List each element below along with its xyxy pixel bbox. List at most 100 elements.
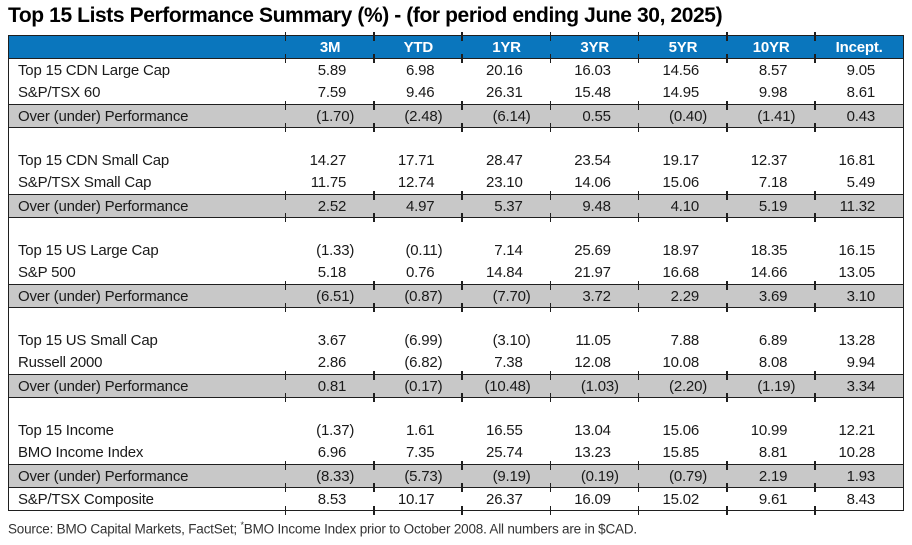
cell-value: (3.10)	[492, 331, 531, 349]
cell-value: (6.51)	[284, 281, 375, 312]
cell-value: 14.06	[574, 174, 611, 192]
row-label: S&P/TSX Composite	[8, 487, 286, 511]
cell-value: 14.84	[486, 264, 523, 282]
cell-value: (9.19)	[461, 461, 551, 492]
cell-value: (8.33)	[284, 461, 375, 492]
cell-value: 5.49	[846, 174, 876, 192]
table-row: Top 15 CDN Large Cap 5.89 6.98 20.16 16.03 14…	[9, 59, 904, 82]
cell-value: (2.20)	[637, 371, 728, 402]
column-header-incept: Incept.	[814, 31, 904, 62]
column-header-ytd: YTD	[373, 31, 463, 62]
row-label: Over (under) Performance	[8, 194, 286, 218]
table-row: BMO Income Index 6.96 7.35 25.74 13.23 15.85 8…	[9, 442, 904, 465]
cell-value: 7.18	[758, 174, 788, 192]
cell-value: 0.81	[284, 371, 375, 402]
row-label: Over (under) Performance	[8, 374, 286, 398]
cell-value: 7.59	[317, 84, 347, 102]
cell-value: 14.66	[750, 264, 788, 282]
cell-value: 6.98	[405, 61, 435, 79]
cell-value: 0.76	[405, 264, 435, 282]
cell-value: 8.81	[758, 444, 788, 462]
column-header-10yr: 10YR	[726, 31, 816, 62]
table-row: Top 15 US Small Cap 3.67 (6.99) (3.10) 11.05…	[9, 329, 904, 352]
cell-value: 5.37	[461, 191, 551, 222]
table-row: Top 15 US Large Cap (1.33) (0.11) 7.14 25.69…	[9, 239, 904, 262]
row-label: Russell 2000	[18, 354, 103, 372]
row-label: Top 15 US Small Cap	[18, 331, 158, 349]
cell-value: 11.75	[310, 174, 347, 192]
column-header-3yr: 3YR	[549, 31, 639, 62]
spacer-row	[9, 398, 904, 419]
cell-value: 3.72	[549, 281, 639, 312]
source-note: Source: BMO Capital Markets, FactSet; *B…	[8, 520, 912, 537]
cell-value: (1.33)	[316, 241, 355, 259]
column-header-1yr: 1YR	[461, 31, 551, 62]
cell-value: 25.74	[486, 444, 523, 462]
cell-value: 14.95	[662, 84, 700, 102]
row-label: Top 15 CDN Small Cap	[18, 151, 170, 169]
cell-value: 15.06	[662, 421, 700, 439]
table-row: Over (under) Performance (8.33) (5.73) (9.1…	[8, 461, 904, 492]
cell-value: 13.28	[838, 331, 875, 349]
cell-value: 7.88	[670, 331, 700, 349]
column-header-blank	[8, 35, 286, 59]
cell-value: 2.29	[637, 281, 728, 312]
cell-value: 16.68	[662, 264, 700, 282]
spacer-cell	[9, 308, 904, 329]
cell-value: 21.97	[574, 264, 611, 282]
cell-value: 4.10	[637, 191, 728, 222]
cell-value: 14.56	[662, 61, 700, 79]
cell-value: (6.14)	[461, 101, 551, 132]
cell-value: (1.03)	[549, 371, 639, 402]
cell-value: 9.98	[758, 84, 788, 102]
page-title: Top 15 Lists Performance Summary (%) - (…	[8, 4, 723, 27]
cell-value: 26.37	[461, 487, 551, 514]
cell-value: 9.46	[405, 84, 435, 102]
cell-value: 7.38	[494, 354, 523, 372]
cell-value: (0.87)	[373, 281, 463, 312]
table-body: Top 15 CDN Large Cap 5.89 6.98 20.16 16.03 14…	[8, 59, 904, 514]
cell-value: (0.11)	[405, 241, 443, 259]
cell-value: 1.93	[814, 461, 904, 492]
row-label: BMO Income Index	[18, 444, 144, 462]
table-header: 3M YTD 1YR 3YR 5YR 10YR Incept.	[8, 31, 904, 62]
source-note-text: BMO Income Index prior to October 2008. …	[243, 521, 637, 537]
cell-value: 12.21	[838, 421, 875, 439]
table-row: Russell 2000 2.86 (6.82) 7.38 12.08 10.08 8.08…	[9, 352, 904, 375]
cell-value: 15.02	[637, 487, 728, 514]
cell-value: 5.18	[317, 264, 347, 282]
cell-value: (1.41)	[726, 101, 816, 132]
cell-value: 2.86	[317, 354, 347, 372]
cell-value: 10.08	[662, 354, 700, 372]
cell-value: 8.53	[284, 487, 375, 514]
row-label: Over (under) Performance	[8, 284, 286, 308]
cell-value: 15.48	[574, 84, 611, 102]
cell-value: 19.17	[662, 151, 700, 169]
cell-value: 15.06	[662, 174, 700, 192]
cell-value: 18.35	[750, 241, 788, 259]
row-label: Top 15 Income	[18, 421, 114, 439]
cell-value: 13.05	[838, 264, 875, 282]
cell-value: 4.97	[373, 191, 463, 222]
footnote-asterisk: *	[240, 520, 244, 530]
row-label: Top 15 US Large Cap	[18, 241, 159, 259]
table-row: S&P/TSX Small Cap 11.75 12.74 23.10 14.06 15.…	[9, 172, 904, 195]
cell-value: 10.28	[838, 444, 875, 462]
cell-value: 7.35	[405, 444, 435, 462]
cell-value: (1.19)	[726, 371, 816, 402]
column-header-3m: 3M	[284, 31, 375, 62]
cell-value: 26.31	[486, 84, 523, 102]
cell-value: (0.40)	[637, 101, 728, 132]
cell-value: 12.37	[750, 151, 788, 169]
cell-value: 9.48	[549, 191, 639, 222]
cell-value: (7.70)	[461, 281, 551, 312]
cell-value: 6.89	[758, 331, 788, 349]
cell-value: 2.19	[726, 461, 816, 492]
table-row: Top 15 Income (1.37) 1.61 16.55 13.04 15.06 10…	[9, 419, 904, 442]
cell-value: 23.54	[574, 151, 611, 169]
source-note-prefix: Source: BMO Capital Markets, FactSet;	[8, 521, 241, 537]
table-row: Over (under) Performance (1.70) (2.48) (6.1…	[8, 101, 904, 132]
cell-value: 16.81	[838, 151, 875, 169]
cell-value: 3.67	[317, 331, 347, 349]
cell-value: 13.04	[574, 421, 611, 439]
